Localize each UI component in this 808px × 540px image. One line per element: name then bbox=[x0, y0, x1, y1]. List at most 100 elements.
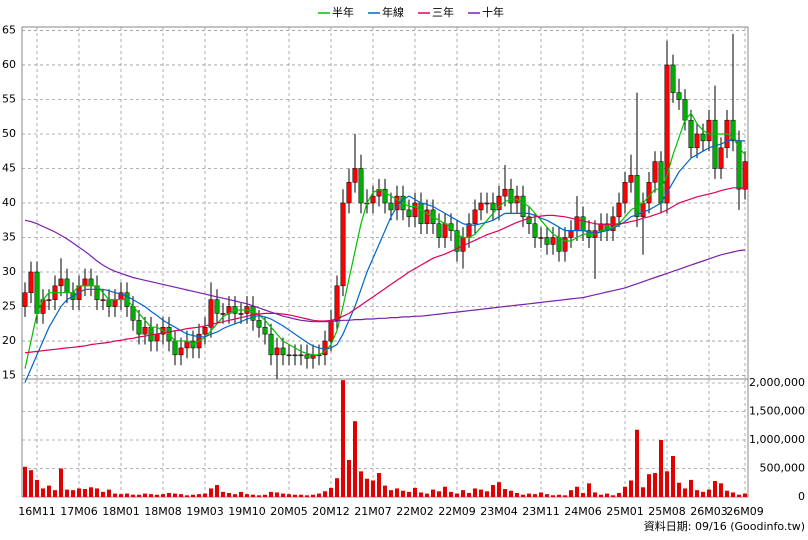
candle-body bbox=[202, 326, 208, 335]
legend-label: 三年 bbox=[432, 5, 454, 19]
volume-bar bbox=[731, 492, 735, 497]
volume-bar bbox=[287, 494, 291, 497]
ma-line bbox=[24, 187, 746, 354]
volume-bar bbox=[437, 491, 441, 497]
y-tick-label: 65 bbox=[2, 23, 16, 36]
volume-bar bbox=[395, 488, 399, 497]
volume-bar bbox=[365, 478, 369, 497]
candle-body bbox=[682, 99, 688, 121]
y-tick-label: 30 bbox=[2, 265, 16, 278]
volume-bar bbox=[317, 493, 321, 497]
candle-body bbox=[568, 230, 574, 238]
candle-body bbox=[418, 202, 424, 224]
candle-body bbox=[220, 313, 226, 315]
volume-bar bbox=[737, 494, 741, 497]
candle-body bbox=[46, 299, 52, 301]
volume-bar bbox=[425, 493, 429, 497]
volume-bar bbox=[455, 493, 459, 497]
volume-bar bbox=[245, 494, 249, 497]
candle-body bbox=[706, 119, 712, 142]
candle-body bbox=[154, 333, 160, 342]
x-tick-label: 22M09 bbox=[438, 505, 476, 518]
candle-body bbox=[298, 354, 304, 357]
candle-body bbox=[526, 216, 532, 224]
volume-bar bbox=[479, 489, 483, 497]
candle-body bbox=[490, 202, 496, 211]
source-note: 資料日期: 09/16 (Goodinfo.tw) bbox=[644, 519, 805, 533]
ma-line bbox=[24, 219, 746, 323]
volume-bar bbox=[347, 459, 351, 497]
candle-body bbox=[112, 299, 118, 307]
volume-bar bbox=[155, 494, 159, 497]
volume-bar bbox=[125, 493, 129, 497]
volume-bar bbox=[71, 490, 75, 497]
volume-bar bbox=[695, 490, 699, 497]
x-tick-label: 19M10 bbox=[228, 505, 266, 518]
volume-bar bbox=[491, 485, 495, 497]
volume-bar bbox=[95, 488, 99, 497]
x-tick-label: 21M07 bbox=[354, 505, 392, 518]
volume-bar bbox=[329, 487, 333, 497]
candle-body bbox=[712, 119, 718, 169]
x-tick-label: 25M08 bbox=[648, 505, 686, 518]
volume-bar bbox=[599, 494, 603, 497]
volume-bar bbox=[131, 494, 135, 497]
volume-bar bbox=[533, 494, 537, 497]
candle-body bbox=[352, 168, 358, 183]
legend-label: 十年 bbox=[482, 5, 504, 19]
candle-body bbox=[538, 237, 544, 239]
volume-bar bbox=[305, 495, 309, 497]
y-tick-label: 25 bbox=[2, 300, 16, 313]
y-tick-label: 20 bbox=[2, 334, 16, 347]
candle-body bbox=[370, 195, 376, 204]
volume-bar bbox=[209, 488, 213, 497]
x-tick-label: 16M11 bbox=[18, 505, 56, 518]
volume-bar bbox=[341, 380, 345, 497]
candle-body bbox=[88, 278, 94, 287]
legend-label: 半年 bbox=[332, 5, 354, 19]
x-tick-label: 24M06 bbox=[564, 505, 602, 518]
candle-body bbox=[214, 299, 220, 314]
volume-bar bbox=[167, 493, 171, 497]
volume-bar bbox=[383, 485, 387, 497]
volume-bar bbox=[431, 489, 435, 497]
volume-bar bbox=[23, 466, 27, 497]
volume-bar bbox=[743, 493, 747, 497]
volume-bar bbox=[143, 493, 147, 497]
candle-body bbox=[58, 278, 64, 287]
y-tick-label: 50 bbox=[2, 127, 16, 140]
volume-bar bbox=[485, 491, 489, 497]
y-tick-label: 15 bbox=[2, 369, 16, 382]
volume-bar bbox=[515, 493, 519, 497]
volume-bar bbox=[623, 486, 627, 497]
candle-body bbox=[640, 202, 646, 218]
x-tick-label: 26M09 bbox=[726, 505, 764, 518]
volume-bar bbox=[185, 495, 189, 497]
ma-line bbox=[24, 112, 746, 369]
volume-bar bbox=[671, 455, 675, 497]
x-tick-label: 19M03 bbox=[186, 505, 224, 518]
candle-body bbox=[550, 237, 556, 245]
volume-bar bbox=[587, 483, 591, 497]
volume-bar bbox=[101, 491, 105, 497]
x-tick-label: 18M08 bbox=[144, 505, 182, 518]
volume-bar bbox=[539, 492, 543, 497]
candle-body bbox=[334, 285, 340, 321]
candle-body bbox=[268, 333, 274, 356]
volume-bar bbox=[83, 489, 87, 497]
candle-body bbox=[100, 299, 106, 301]
candle-body bbox=[622, 182, 628, 204]
volume-bar bbox=[161, 494, 165, 497]
volume-bar bbox=[89, 487, 93, 497]
volume-bar bbox=[29, 470, 33, 497]
candle-body bbox=[676, 92, 682, 100]
volume-bar bbox=[65, 489, 69, 497]
y2-tick-label: 1,500,000 bbox=[749, 404, 805, 417]
volume-bar bbox=[683, 488, 687, 497]
candle-body bbox=[580, 216, 586, 231]
volume-bar bbox=[629, 480, 633, 497]
volume-bar bbox=[389, 490, 393, 497]
candle-body bbox=[562, 237, 568, 252]
volume-bar bbox=[653, 473, 657, 497]
candle-body bbox=[658, 161, 664, 204]
